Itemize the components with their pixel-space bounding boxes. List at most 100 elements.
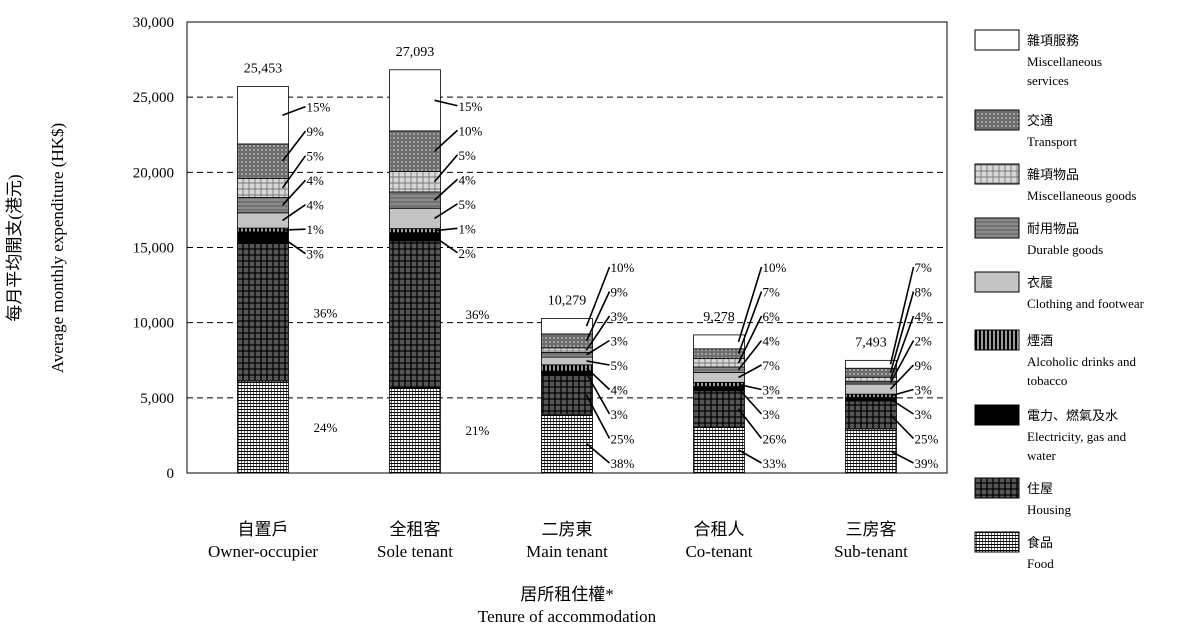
percent-label: 4% (915, 309, 933, 324)
y-tick-label: 5,000 (140, 391, 174, 407)
percent-label: 15% (459, 99, 483, 114)
legend-item: 雜項物品 Miscellaneous goods (975, 164, 1136, 203)
bar-segment (846, 368, 897, 377)
bar-segment (542, 376, 593, 415)
percent-label: 10% (611, 260, 635, 275)
legend-item: 電力、燃氣及水Electricity, gas andwater (975, 405, 1127, 463)
bar-segment (542, 318, 593, 333)
legend-label-en: Food (1027, 556, 1054, 571)
legend-item: 耐用物品Durable goods (975, 218, 1103, 257)
legend-item: 煙酒Alcoholic drinks andtobacco (975, 330, 1137, 388)
x-category-label-en: Sub-tenant (834, 542, 908, 561)
legend-swatch (975, 218, 1019, 238)
legend-label-en: Clothing and footwear (1027, 296, 1145, 311)
bar-segment (238, 144, 289, 178)
percent-label: 3% (763, 383, 781, 398)
percent-label: 5% (459, 148, 477, 163)
bar-segment (694, 349, 745, 359)
legend-label-zh: 電力、燃氣及水 (1027, 408, 1118, 423)
bar-segment (390, 131, 441, 172)
y-axis: 05,00010,00015,00020,00025,00030,000 (133, 15, 174, 482)
percent-label: 21% (466, 423, 490, 438)
percent-label: 36% (314, 305, 338, 320)
bar-segment (542, 348, 593, 353)
percent-label: 39% (915, 456, 939, 471)
x-category-label-zh: 合租人 (694, 520, 745, 539)
x-axis: 自置戶 Owner-occupier 全租客 Sole tenant 二房東 Main t… (208, 520, 908, 561)
percent-label: 33% (763, 456, 787, 471)
percent-label: 4% (307, 173, 325, 188)
bar-segment (238, 228, 289, 232)
bar-segment (542, 334, 593, 348)
legend-swatch (975, 532, 1019, 552)
bar-segment (694, 335, 745, 349)
bar-segment (694, 382, 745, 386)
bar-segment (238, 213, 289, 228)
bars (238, 70, 897, 473)
y-axis-title-zh: 每月平均開支(港元) (5, 174, 24, 321)
x-category-label-en: Sole tenant (377, 542, 453, 561)
bar-segment (542, 357, 593, 365)
bar-segment (390, 192, 441, 208)
percent-label: 3% (915, 407, 933, 422)
percent-label: 8% (915, 285, 933, 300)
legend-swatch (975, 30, 1019, 50)
bar-segment (694, 373, 745, 383)
bar-total-label: 10,279 (548, 293, 587, 308)
legend-swatch (975, 272, 1019, 292)
legend-label-zh: 雜項服務 (1027, 33, 1079, 48)
x-category-label-zh: 二房東 (542, 520, 593, 539)
bar-segment (390, 241, 441, 388)
percent-label: 38% (611, 456, 635, 471)
legend-label-en: water (1027, 448, 1057, 463)
legend-label-en: Durable goods (1027, 242, 1103, 257)
bar-segment (542, 352, 593, 357)
percent-label: 24% (314, 420, 338, 435)
legend-label-en: Transport (1027, 134, 1077, 149)
legend-label-en: Miscellaneous (1027, 54, 1102, 69)
percent-label: 3% (763, 407, 781, 422)
percent-label: 5% (307, 149, 325, 164)
percent-label: 2% (915, 334, 933, 349)
percent-label: 10% (763, 260, 787, 275)
legend-swatch (975, 478, 1019, 498)
bar-segment (390, 208, 441, 228)
bar-segment (238, 381, 289, 473)
percent-label: 3% (915, 383, 933, 398)
percent-label: 9% (915, 358, 933, 373)
legend-label-zh: 交通 (1027, 113, 1053, 128)
percent-label: 4% (763, 334, 781, 349)
percent-leader-line (283, 229, 306, 230)
legend-label-zh: 住屋 (1027, 481, 1053, 496)
bar-segment (542, 365, 593, 371)
legend-label-en: Alcoholic drinks and (1027, 354, 1137, 369)
legend-label-en: tobacco (1027, 373, 1067, 388)
percent-leader-line (739, 267, 762, 342)
bar-segment (846, 429, 897, 473)
percent-label: 3% (307, 247, 325, 262)
legend-label-zh: 食品 (1027, 535, 1053, 550)
bar-segment (846, 384, 897, 394)
legend: 雜項服務 Miscellaneous services 交通 Transport 雜項物品… (975, 30, 1145, 571)
percent-label: 1% (459, 221, 477, 236)
bar-segment (390, 70, 441, 131)
bar-total-label: 27,093 (396, 45, 435, 60)
x-axis-title-en: Tenure of accommodation (478, 607, 657, 626)
percent-label: 9% (307, 124, 325, 139)
legend-label-zh: 雜項物品 (1027, 167, 1079, 182)
bar-total-label: 9,278 (703, 310, 735, 325)
legend-item: 雜項服務 Miscellaneous services (975, 30, 1102, 88)
percent-label: 26% (763, 432, 787, 447)
legend-item: 交通 Transport (975, 110, 1077, 149)
percent-label: 7% (763, 358, 781, 373)
percent-label: 2% (459, 246, 477, 261)
percent-label: 5% (459, 197, 477, 212)
percent-label: 15% (307, 100, 331, 115)
bar-segment (238, 87, 289, 144)
bar-segment (694, 427, 745, 473)
bar-segment (846, 398, 897, 401)
y-axis-title-en: Average monthly expenditure (HK$) (48, 123, 67, 373)
legend-label-en: Miscellaneous goods (1027, 188, 1136, 203)
y-tick-label: 20,000 (133, 165, 174, 181)
bar-segment (846, 377, 897, 382)
